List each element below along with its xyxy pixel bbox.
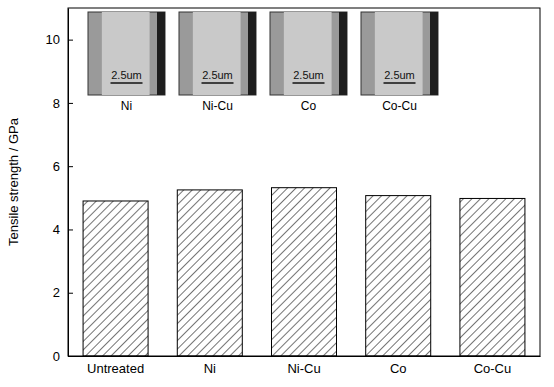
y-tick-label: 10 xyxy=(46,32,60,47)
inset-edge xyxy=(248,12,256,95)
y-tick-label: 6 xyxy=(53,159,60,174)
inset-label: Co xyxy=(301,99,317,113)
inset-image xyxy=(361,12,438,95)
x-tick: Ni-Cu xyxy=(287,356,320,376)
inset-label: Ni-Cu xyxy=(202,99,233,113)
y-tick-mark xyxy=(68,166,73,167)
y-tick: 8 xyxy=(53,96,73,111)
inset-fiber xyxy=(193,12,241,95)
inset: 2.5um Ni xyxy=(88,12,165,113)
y-tick-label: 8 xyxy=(53,96,60,111)
scale-bar xyxy=(384,82,416,84)
y-tick-mark xyxy=(68,293,73,294)
y-tick-label: 2 xyxy=(53,285,60,300)
bar xyxy=(83,201,148,356)
inset-edge xyxy=(157,12,165,95)
y-tick-label: 4 xyxy=(53,222,60,237)
inset-label: Ni xyxy=(121,99,132,113)
scale-bar-label: 2.5um xyxy=(111,69,142,81)
x-tick: Co xyxy=(390,356,407,376)
inset: 2.5um Co xyxy=(270,12,347,113)
inset-label: Co-Cu xyxy=(382,99,417,113)
x-tick-label: Ni-Cu xyxy=(287,361,320,376)
x-tick: Untreated xyxy=(87,356,144,376)
y-tick-mark xyxy=(68,229,73,230)
inset-image xyxy=(179,12,256,95)
inset-image xyxy=(270,12,347,95)
bars xyxy=(83,188,525,356)
inset-image xyxy=(88,12,165,95)
inset-fiber xyxy=(284,12,332,95)
x-axis: Untreated Ni Ni-Cu Co Co-Cu xyxy=(69,356,541,376)
inset: 2.5um Ni-Cu xyxy=(179,12,256,113)
scale-bar-label: 2.5um xyxy=(384,69,415,81)
inset: 2.5um Co-Cu xyxy=(361,12,438,113)
plot-frame xyxy=(68,8,540,356)
y-axis: 0 2 4 6 8 10 xyxy=(46,9,73,364)
y-tick: 6 xyxy=(53,159,73,174)
inset-fiber xyxy=(102,12,150,95)
scale-bar xyxy=(111,82,143,84)
scale-bar xyxy=(293,82,325,84)
inset-edge xyxy=(430,12,438,95)
bar xyxy=(460,198,525,356)
x-tick: Co-Cu xyxy=(474,356,512,376)
y-tick-label: 0 xyxy=(53,349,60,364)
inset-fiber xyxy=(375,12,423,95)
y-tick: 4 xyxy=(53,222,73,237)
plot: 0246810UntreatedNiNi-CuCoCo-Cu2.5umNi2.5… xyxy=(46,8,541,376)
x-tick: Ni xyxy=(204,356,216,376)
y-tick-mark xyxy=(68,103,73,104)
bar xyxy=(271,188,336,356)
x-tick-label: Ni xyxy=(204,361,216,376)
scale-bar xyxy=(202,82,234,84)
y-tick: 2 xyxy=(53,285,73,300)
scale-bar-label: 2.5um xyxy=(202,69,233,81)
chart: 0246810UntreatedNiNi-CuCoCo-Cu2.5umNi2.5… xyxy=(0,0,554,387)
x-tick-label: Untreated xyxy=(87,361,144,376)
scale-bar-label: 2.5um xyxy=(293,69,324,81)
y-tick-mark xyxy=(68,40,73,41)
inset-edge xyxy=(339,12,347,95)
x-tick-label: Co xyxy=(390,361,407,376)
bar xyxy=(366,196,431,356)
x-tick-label: Co-Cu xyxy=(474,361,512,376)
insets: 2.5um Ni 2.5um Ni-Cu 2.5um Co 2.5um Co-Cu xyxy=(88,12,438,113)
bar xyxy=(177,190,242,356)
y-tick: 10 xyxy=(46,32,73,47)
y-axis-title: Tensile strength / GPa xyxy=(6,117,21,246)
